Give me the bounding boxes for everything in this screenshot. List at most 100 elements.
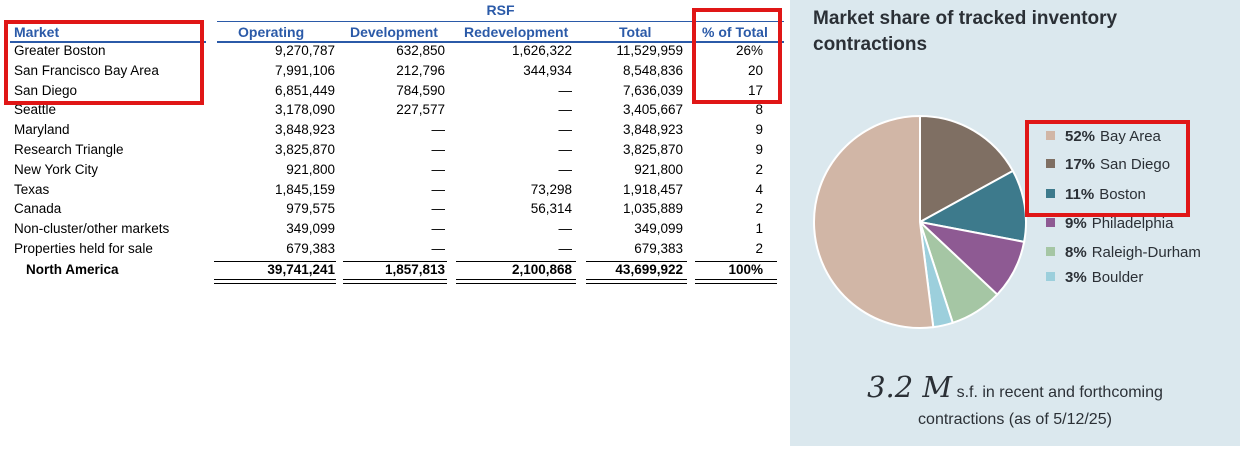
table-row: Non-cluster/other markets 349,099 — — 349,09… (10, 219, 780, 239)
cell-redevelopment: 73,298 (530, 181, 572, 197)
cell-development: — (431, 122, 446, 138)
table-row: Texas 1,845,159 — 73,298 1,918,457 4 (10, 180, 780, 200)
table-row: Properties held for sale 679,383 — — 679,383… (10, 239, 780, 259)
pie-slice-boston (917, 169, 1027, 244)
cell-redevelopment: — (558, 122, 573, 138)
legend-swatch (1046, 159, 1055, 168)
contraction-as-of-text: contractions (as of 5/12/25) (918, 411, 1112, 428)
cell-redevelopment: — (558, 142, 573, 157)
table-row: San Diego 6,851,449 784,590 — 7,636,039 17 (10, 81, 780, 101)
col-header-total: Total (619, 24, 652, 40)
total-rule-development (343, 261, 447, 262)
cell-operating: 9,270,787 (274, 43, 335, 58)
contraction-sf-text: s.f. in recent and forthcoming (956, 384, 1163, 401)
header-rule-values (217, 41, 784, 43)
cell-development: 784,590 (396, 82, 445, 98)
cell-pct: 1 (755, 221, 763, 237)
cell-redevelopment: 344,934 (523, 62, 572, 78)
legend-item: 52% Bay Area (1046, 126, 1161, 148)
cell-total: 1,918,457 (622, 181, 683, 197)
pie-slice-san-diego (919, 114, 1015, 224)
table-row: Greater Boston 9,270,787 632,850 1,626,322 1… (10, 41, 780, 61)
table-row: Canada 979,575 — 56,314 1,035,889 2 (10, 199, 780, 219)
cell-pct: 20 (747, 62, 763, 78)
cell-total: 679,383 (634, 241, 683, 256)
legend-pct: 17% (1065, 156, 1096, 173)
contraction-summary: 3.2 M s.f. in recent and forthcoming (790, 370, 1240, 404)
col-header-development: Development (350, 24, 438, 40)
legend-item: 3% Boulder (1046, 267, 1143, 289)
cell-total: 11,529,959 (616, 43, 683, 58)
cell-operating: 7,991,106 (274, 62, 335, 78)
legend-label: Raleigh-Durham (1091, 244, 1201, 261)
cell-market: San Francisco Bay Area (14, 62, 159, 78)
market-share-pie-chart (813, 114, 1027, 329)
cell-operating: 3,848,923 (274, 122, 335, 138)
market-rsf-table: RSF Market Operating Development Redevel… (10, 0, 784, 300)
cell-development: — (431, 161, 446, 177)
total-rule-operating (214, 261, 336, 262)
contraction-panel: Market share of tracked inventory contra… (790, 0, 1240, 446)
cell-development: 212,796 (396, 62, 445, 78)
cell-redevelopment: — (558, 102, 573, 118)
cell-total: 3,825,870 (622, 142, 683, 157)
cell-redevelopment: 56,314 (530, 201, 572, 217)
cell-pct: 8 (755, 102, 763, 118)
table-row: Seattle 3,178,090 227,577 — 3,405,667 8 (10, 100, 780, 120)
cell-operating: 1,845,159 (274, 181, 335, 197)
legend-label: Bay Area (1100, 128, 1161, 145)
cell-total: 8,548,836 (622, 62, 683, 78)
legend-swatch (1046, 247, 1055, 256)
cell-development: 227,577 (396, 102, 445, 118)
cell-total: 349,099 (634, 221, 683, 237)
total-total: 43,699,922 (615, 262, 683, 277)
table-row: New York City 921,800 — — 921,800 2 (10, 160, 780, 180)
cell-market: Properties held for sale (14, 241, 153, 256)
cell-market: Seattle (14, 102, 57, 118)
cell-pct: 4 (755, 181, 763, 197)
cell-operating: 349,099 (286, 221, 335, 237)
cell-total: 921,800 (634, 161, 683, 177)
total-pct: 100% (728, 262, 763, 277)
rsf-group-header: RSF (486, 2, 515, 18)
cell-pct: 26% (735, 43, 763, 58)
legend-item: 9% Philadelphia (1046, 213, 1173, 235)
legend-label: Boston (1099, 186, 1146, 203)
col-header-market: Market (14, 24, 60, 40)
cell-market: Research Triangle (14, 142, 124, 157)
table-total-row: North America 39,741,241 1,857,813 2,100… (10, 260, 780, 280)
cell-operating: 679,383 (286, 241, 335, 256)
total-rule-redevelopment (456, 261, 576, 262)
legend-pct: 3% (1065, 269, 1087, 286)
cell-pct: 17 (747, 82, 763, 98)
header-rule-market (10, 41, 206, 43)
cell-market: Maryland (14, 122, 70, 138)
legend-item: 17% San Diego (1046, 154, 1170, 176)
total-redevelopment: 2,100,868 (511, 262, 572, 277)
cell-redevelopment: — (558, 241, 573, 256)
double-rule-operating (214, 279, 336, 284)
highlight-box-legend-top3 (1025, 120, 1190, 217)
legend-label: Boulder (1091, 269, 1144, 286)
cell-redevelopment: — (558, 221, 573, 237)
cell-market: San Diego (14, 82, 78, 98)
cell-development: 632,850 (396, 43, 445, 58)
legend-item: 11% Boston (1046, 184, 1146, 206)
legend-pct: 9% (1065, 215, 1087, 232)
total-rule-pct (695, 261, 777, 262)
cell-development: — (431, 142, 446, 157)
legend-item: 8% Raleigh-Durham (1046, 242, 1201, 264)
cell-market: New York City (14, 161, 99, 177)
legend-swatch (1046, 272, 1055, 281)
table-row: San Francisco Bay Area 7,991,106 212,796 34… (10, 61, 780, 81)
cell-market: Canada (14, 201, 62, 217)
cell-total: 3,848,923 (622, 122, 683, 138)
cell-redevelopment: — (558, 82, 573, 98)
cell-pct: 2 (755, 241, 763, 256)
col-header-operating: Operating (238, 24, 305, 40)
cell-market: Texas (14, 181, 50, 197)
legend-pct: 11% (1065, 186, 1095, 203)
legend-label: San Diego (1100, 156, 1171, 173)
cell-redevelopment: 1,626,322 (511, 43, 572, 58)
double-rule-development (343, 279, 447, 284)
